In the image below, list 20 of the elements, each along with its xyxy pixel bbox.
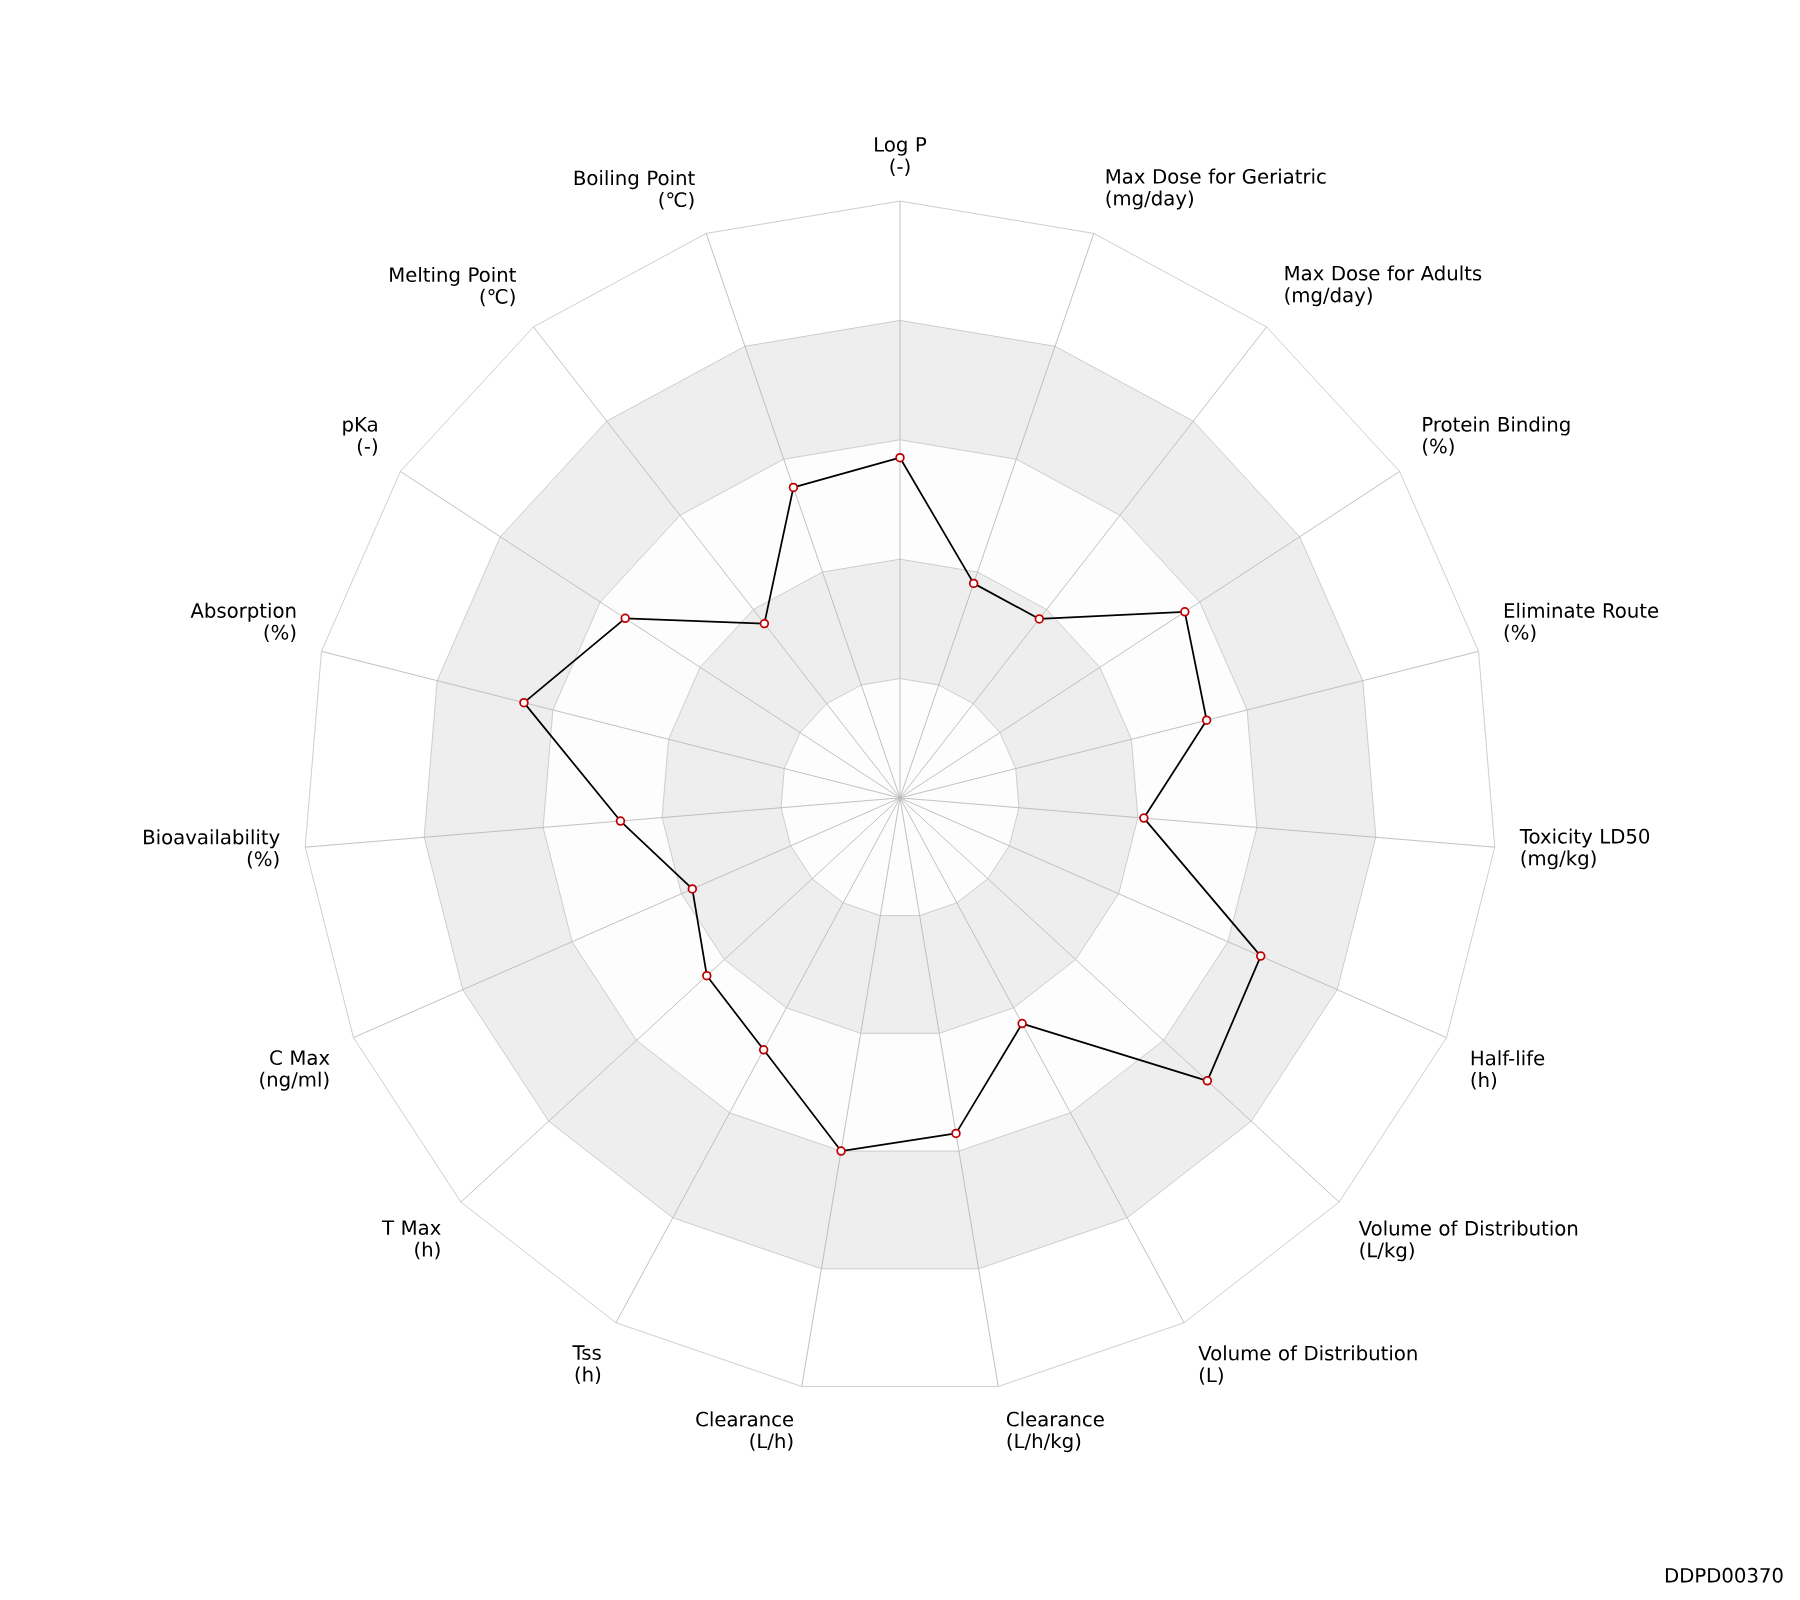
spoke-label: Volume of Distribution (L) (1198, 1345, 1417, 1385)
spoke-label: Log P (-) (875, 137, 927, 176)
text: DDPD00370 (1665, 1567, 1783, 1583)
spoke-label: Max Dose for Adults (mg/day) (1285, 265, 1482, 307)
spoke-label: Absorption (%) (190, 602, 296, 643)
spoke-label: Tss (h) (572, 1345, 601, 1385)
spoke-label: Melting Point (℃) (390, 266, 516, 307)
spoke-label: Eliminate Route (%) (1504, 602, 1659, 643)
spoke-label: Clearance (L/h/kg) (1007, 1411, 1104, 1453)
spoke-label: Bioavailability (%) (144, 829, 280, 869)
spoke-label: Clearance (L/h) (696, 1411, 794, 1451)
spoke-label: Protein Binding (%) (1423, 416, 1570, 456)
spoke-label: C Max (ng/ml) (260, 1050, 330, 1091)
spoke-label: pKa (-) (343, 417, 377, 456)
spoke-label: Max Dose for Geriatric (mg/day) (1106, 168, 1326, 210)
spoke-label: Half-life (h) (1471, 1050, 1545, 1090)
spoke-label: Volume of Distribution (L/kg) (1358, 1220, 1578, 1262)
spoke-label: Toxicity LD50 (mg/kg) (1519, 828, 1650, 870)
spoke-label: T Max (h) (382, 1220, 441, 1260)
spoke-label: Boiling Point (℃) (574, 170, 695, 210)
